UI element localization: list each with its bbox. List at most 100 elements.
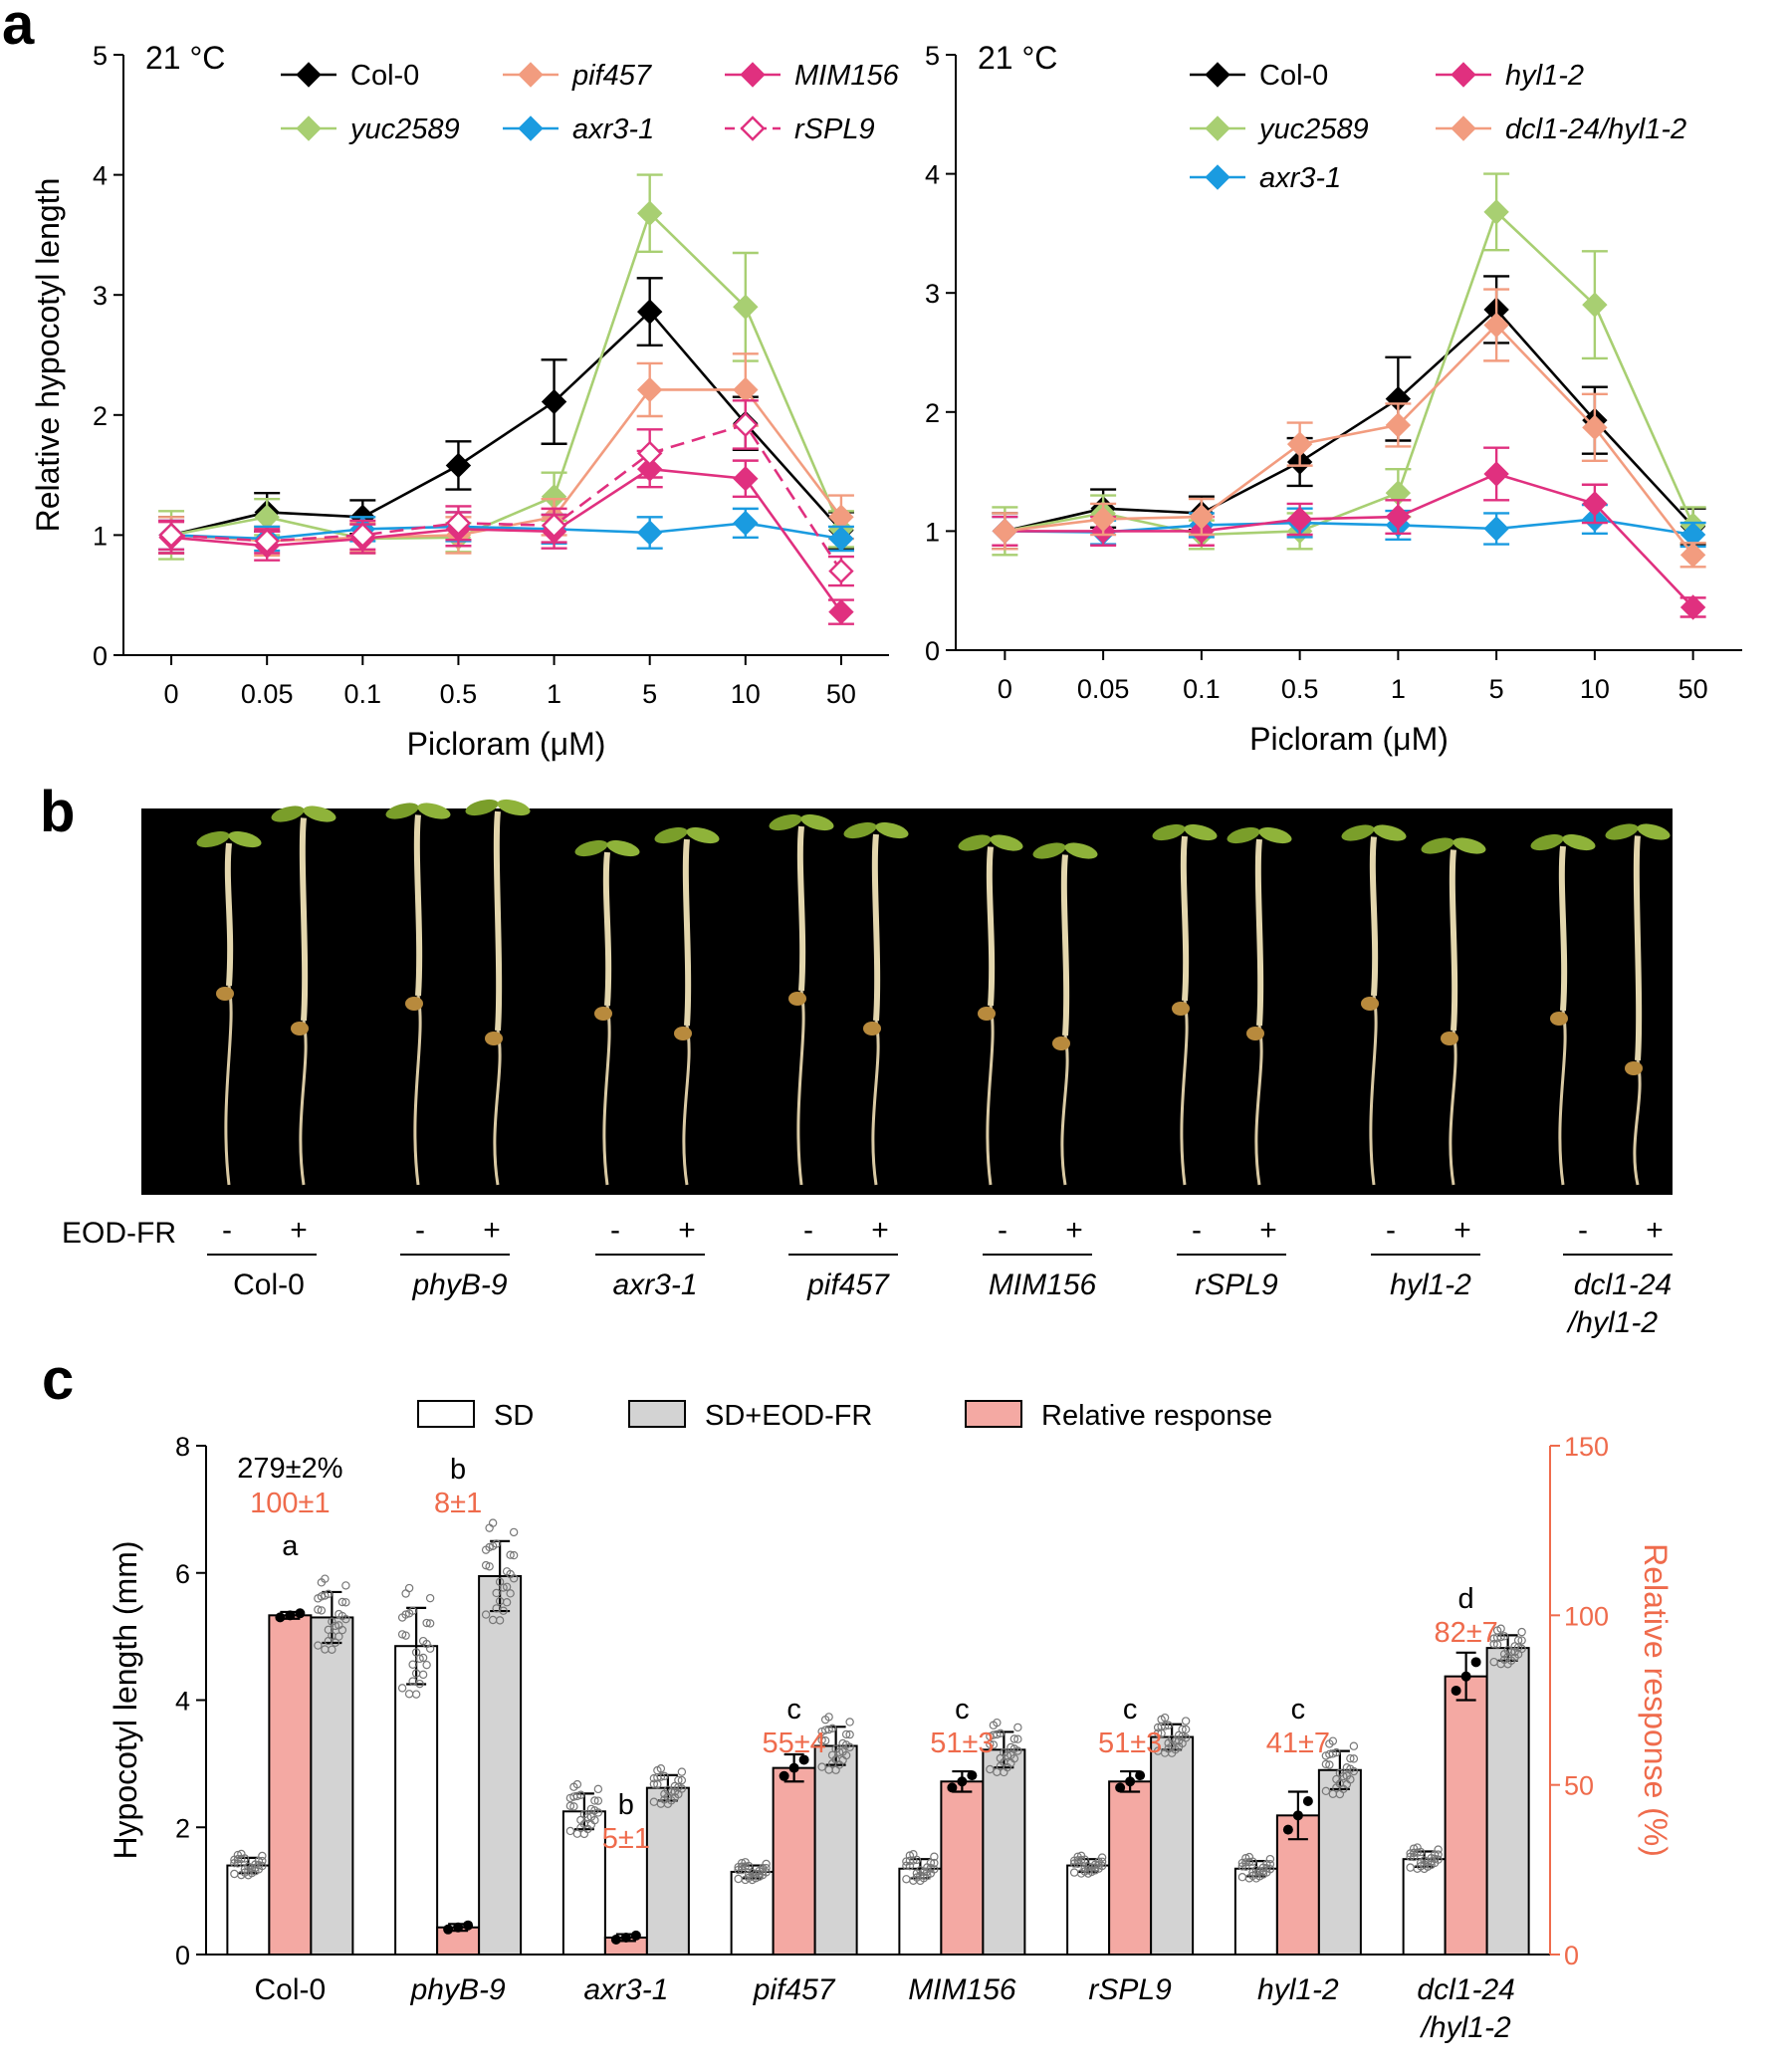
data-dot <box>902 1861 911 1871</box>
bar-group <box>982 1718 1026 1957</box>
cotyledon <box>875 821 909 839</box>
cotyledon <box>196 830 230 848</box>
relative-response-label: 5±1 <box>602 1823 650 1855</box>
data-point <box>1090 506 1116 533</box>
plus-label: + <box>1065 1214 1083 1247</box>
x-tick-label: 1 <box>547 679 561 709</box>
plus-label: + <box>1259 1214 1277 1247</box>
x-axis-label: Picloram (μM) <box>407 726 606 762</box>
legend-item-MIM156: MIM156 <box>725 60 900 92</box>
plus-label: + <box>1453 1214 1471 1247</box>
data-dot <box>1328 1749 1338 1758</box>
col0-response-label: 279±2% <box>237 1453 342 1485</box>
data-dot <box>1489 1639 1498 1649</box>
series-line <box>171 522 842 541</box>
category-label: dcl1-24 <box>1417 1973 1514 2006</box>
data-point <box>541 388 567 415</box>
legend-label: hyl1-2 <box>1505 60 1584 92</box>
data-dot <box>418 1653 428 1663</box>
seedling-root <box>299 1020 308 1186</box>
data-dot <box>317 1592 327 1601</box>
legend-item-yuc2589: yuc2589 <box>281 114 460 145</box>
data-dot <box>572 1779 582 1789</box>
data-dot <box>569 1802 578 1811</box>
data-dot <box>509 1550 519 1560</box>
bar-group <box>1066 1851 1111 1956</box>
y-tick-label: 1 <box>93 521 108 551</box>
data-dot <box>335 1632 343 1641</box>
data-point <box>1679 594 1706 620</box>
data-dot <box>337 1625 347 1635</box>
bar-SD+EOD-FR <box>1485 1647 1530 1957</box>
data-dot <box>1349 1741 1359 1750</box>
seedling <box>196 830 262 1186</box>
y-tick-label: 0 <box>925 636 940 666</box>
data-dot <box>565 1826 575 1836</box>
seed-coat <box>1052 1036 1070 1050</box>
cotyledon <box>1637 823 1671 840</box>
bar-group <box>1485 1624 1530 1957</box>
bar-SD+EOD-FR <box>813 1744 858 1956</box>
data-dot <box>401 1610 410 1619</box>
data-dot <box>1258 1870 1268 1879</box>
bar-SD <box>394 1645 439 1957</box>
data-dot <box>1339 1771 1348 1781</box>
data-dot <box>845 1742 854 1751</box>
data-dot <box>1160 1722 1170 1730</box>
data-dot <box>314 1605 323 1614</box>
data-dot <box>1157 1728 1166 1738</box>
seed-coat <box>594 1007 612 1021</box>
data-dot <box>411 1690 421 1699</box>
data-dot <box>233 1859 243 1868</box>
data-dot <box>415 1654 424 1664</box>
data-dot <box>656 1772 666 1781</box>
data-point <box>1483 199 1509 225</box>
data-dot <box>1321 1759 1331 1769</box>
data-dot <box>834 1747 844 1757</box>
legend-item-SD: SD <box>417 1400 534 1432</box>
seedling-hypocotyl <box>299 817 309 1022</box>
bar-group <box>478 1518 523 1956</box>
data-dot <box>653 1779 662 1789</box>
legend-label: yuc2589 <box>1257 114 1369 145</box>
data-dot <box>916 1876 925 1886</box>
replicate-dot <box>295 1608 306 1619</box>
data-point <box>828 598 854 625</box>
data-dot <box>817 1735 826 1744</box>
panel-letter-c: c <box>42 1347 74 1412</box>
data-dot <box>593 1784 603 1794</box>
cotyledon <box>385 803 419 819</box>
category-label: MIM156 <box>908 1973 1016 2006</box>
y2-tick-label: 150 <box>1564 1432 1609 1462</box>
bar-SD+EOD-FR <box>1150 1735 1195 1956</box>
data-dot <box>1013 1734 1022 1743</box>
cotyledon <box>228 830 262 848</box>
data-dot <box>905 1861 915 1871</box>
legend-marker <box>1205 164 1230 190</box>
data-dot <box>492 1588 501 1598</box>
genotype-label: MIM156 <box>989 1268 1097 1301</box>
cotyledon <box>1562 833 1596 851</box>
bar-group <box>898 1850 943 1957</box>
seedling <box>465 799 531 1186</box>
x-tick-label: 50 <box>826 679 856 709</box>
data-dot <box>1080 1855 1089 1864</box>
bar-group <box>645 1764 690 1956</box>
seedling <box>574 839 640 1186</box>
data-dot <box>499 1606 508 1615</box>
data-dot <box>502 1582 512 1591</box>
significance-letter: b <box>450 1454 466 1486</box>
data-point <box>1483 461 1509 487</box>
significance-letter: c <box>786 1694 801 1726</box>
plus-label: + <box>290 1214 308 1247</box>
data-dot <box>1517 1627 1526 1637</box>
bar-group <box>1150 1713 1195 1956</box>
data-point <box>636 299 663 325</box>
genotype-label: axr3-1 <box>612 1268 697 1301</box>
seedling-root <box>986 1005 995 1186</box>
significance-letter: a <box>282 1530 299 1562</box>
legend-label: rSPL9 <box>794 114 875 145</box>
bar-SD <box>1066 1864 1111 1956</box>
legend-item-yuc2589: yuc2589 <box>1190 114 1369 145</box>
